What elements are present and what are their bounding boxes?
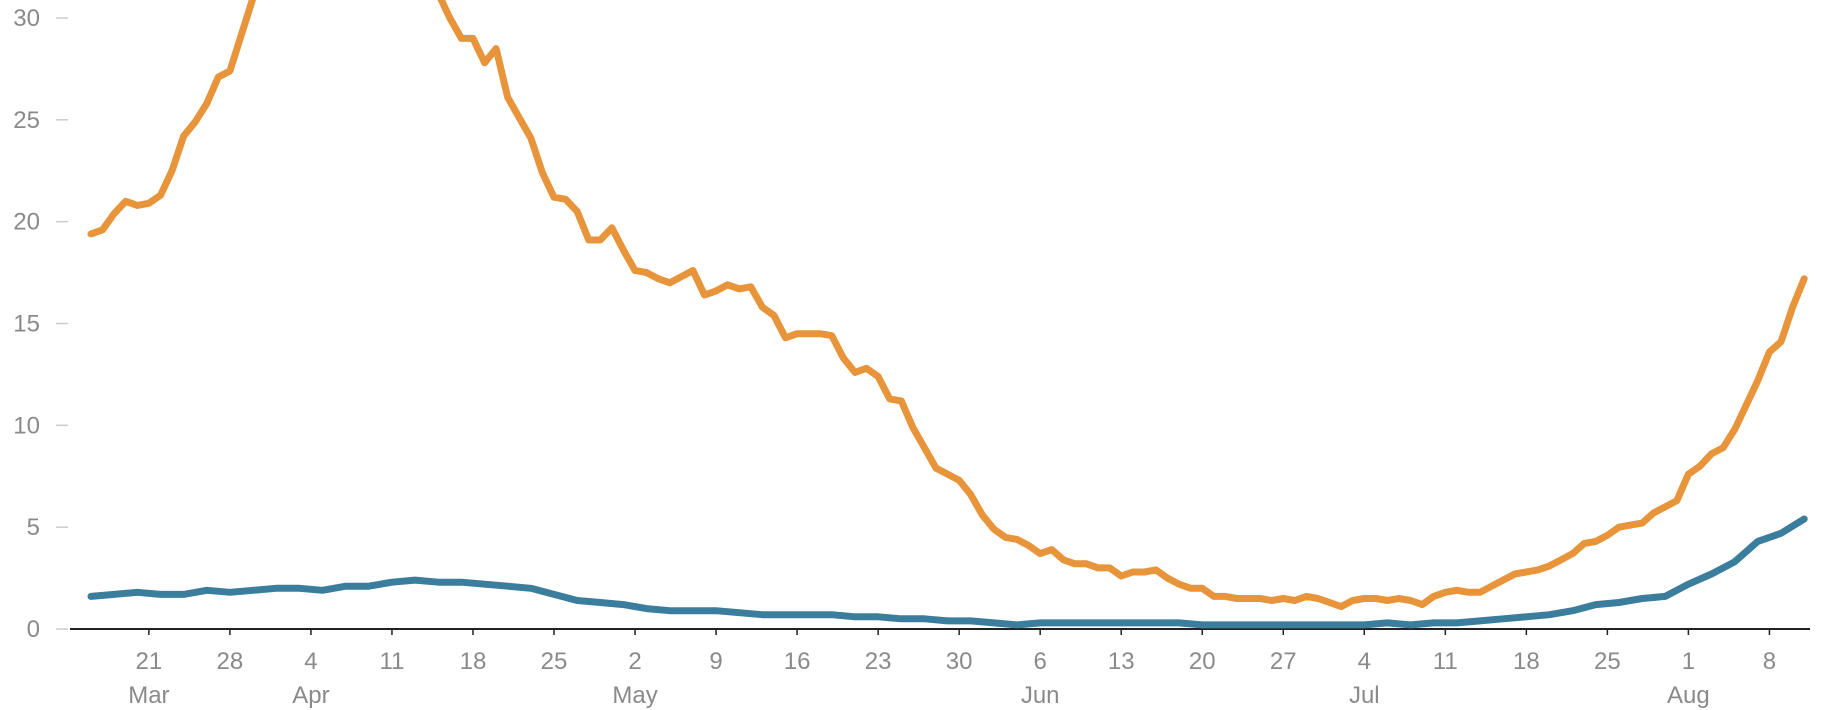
x-tick-label: 21: [136, 648, 163, 675]
x-tick-label: 30: [946, 648, 973, 675]
x-month-label: Aug: [1667, 682, 1710, 709]
x-tick-label: 25: [1594, 648, 1621, 675]
y-axis: 0 5 10 15 20 25 30: [13, 5, 68, 643]
y-tick-label: 15: [13, 311, 40, 338]
x-tick-label: 23: [865, 648, 892, 675]
y-tick-label: 0: [27, 616, 40, 643]
x-tick-label: 25: [541, 648, 568, 675]
y-tick-label: 25: [13, 107, 40, 134]
y-tick-label: 20: [13, 209, 40, 236]
series-layer: [87, 0, 1808, 629]
x-tick-label: 28: [217, 648, 244, 675]
x-tick-label: 11: [379, 648, 404, 675]
x-tick-label: 4: [1358, 648, 1371, 675]
series-line-orange: [87, 0, 1808, 611]
x-tick-label: 27: [1270, 648, 1297, 675]
x-tick-label: 18: [1513, 648, 1540, 675]
x-tick-label: 18: [460, 648, 487, 675]
x-month-label: Mar: [128, 682, 169, 709]
series-line-blue: [87, 515, 1808, 629]
x-tick-label: 11: [1433, 648, 1458, 675]
x-month-label: Jul: [1349, 682, 1380, 709]
x-month-label: May: [612, 682, 657, 709]
x-tick-label: 4: [304, 648, 317, 675]
x-tick-label: 1: [1682, 648, 1695, 675]
x-month-label: Apr: [292, 682, 329, 709]
x-tick-label: 2: [628, 648, 641, 675]
x-tick-label: 6: [1033, 648, 1046, 675]
y-tick-label: 10: [13, 412, 40, 439]
x-tick-label: 20: [1189, 648, 1216, 675]
x-tick-label: 9: [709, 648, 722, 675]
x-tick-label: 16: [784, 648, 811, 675]
x-tick-label: 8: [1763, 648, 1776, 675]
y-tick-label: 30: [13, 5, 40, 32]
x-month-label: Jun: [1021, 682, 1060, 709]
y-tick-label: 5: [27, 514, 40, 541]
x-tick-label: 13: [1108, 648, 1135, 675]
